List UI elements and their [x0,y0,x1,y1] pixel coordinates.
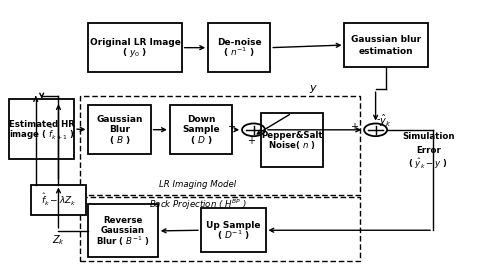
FancyBboxPatch shape [89,23,182,72]
FancyBboxPatch shape [31,185,86,215]
Text: ( $n^{-1}$ ): ( $n^{-1}$ ) [224,46,255,59]
Text: Blur: Blur [109,125,130,134]
Text: Sample: Sample [182,125,220,134]
Text: $Z_k$: $Z_k$ [52,233,65,247]
FancyBboxPatch shape [9,99,74,159]
Text: Back Projection ( $H^{BP}$ ): Back Projection ( $H^{BP}$ ) [149,197,247,212]
Text: Estimated HR: Estimated HR [9,119,75,128]
Text: ( $B$ ): ( $B$ ) [108,134,131,146]
Text: +: + [349,122,358,132]
Text: Gaussian blur: Gaussian blur [351,35,422,44]
FancyBboxPatch shape [89,205,158,257]
FancyBboxPatch shape [208,23,270,72]
Text: Blur ( $B^{-1}$ ): Blur ( $B^{-1}$ ) [96,234,150,248]
Text: Gaussian: Gaussian [96,115,143,124]
Text: ( $D$ ): ( $D$ ) [190,134,212,146]
Text: $\hat{f}_k - \lambda Z_k$: $\hat{f}_k - \lambda Z_k$ [41,192,76,208]
Text: estimation: estimation [359,47,414,56]
Text: ( $D^{-1}$ ): ( $D^{-1}$ ) [217,228,250,242]
Text: Up Sample: Up Sample [206,221,260,230]
Text: Pepper&Salt: Pepper&Salt [261,131,323,140]
Text: Gaussian: Gaussian [101,226,145,235]
Text: Noise( $n$ ): Noise( $n$ ) [268,139,316,151]
Text: ( $y_0$ ): ( $y_0$ ) [122,46,148,59]
Text: Original LR Image: Original LR Image [90,38,181,47]
FancyBboxPatch shape [345,23,428,67]
Text: -: - [376,114,380,124]
FancyBboxPatch shape [201,209,266,252]
Text: Error: Error [416,146,441,155]
Text: LR Imaging Model: LR Imaging Model [159,180,236,189]
FancyBboxPatch shape [170,105,232,154]
Text: image ( $\hat{f}_{k+1}$ ): image ( $\hat{f}_{k+1}$ ) [9,126,75,142]
Text: +: + [247,136,255,146]
Text: Down: Down [187,115,215,124]
Text: Simulation: Simulation [402,132,454,142]
Text: $\hat{y}_k$: $\hat{y}_k$ [379,113,391,129]
FancyBboxPatch shape [261,113,323,167]
Text: $y$: $y$ [309,83,318,95]
FancyBboxPatch shape [89,105,151,154]
Text: +: + [227,122,236,132]
Text: De-noise: De-noise [217,38,261,47]
Text: ( $\hat{y}_k - y$ ): ( $\hat{y}_k - y$ ) [408,156,448,171]
Text: Reverse: Reverse [104,216,143,225]
